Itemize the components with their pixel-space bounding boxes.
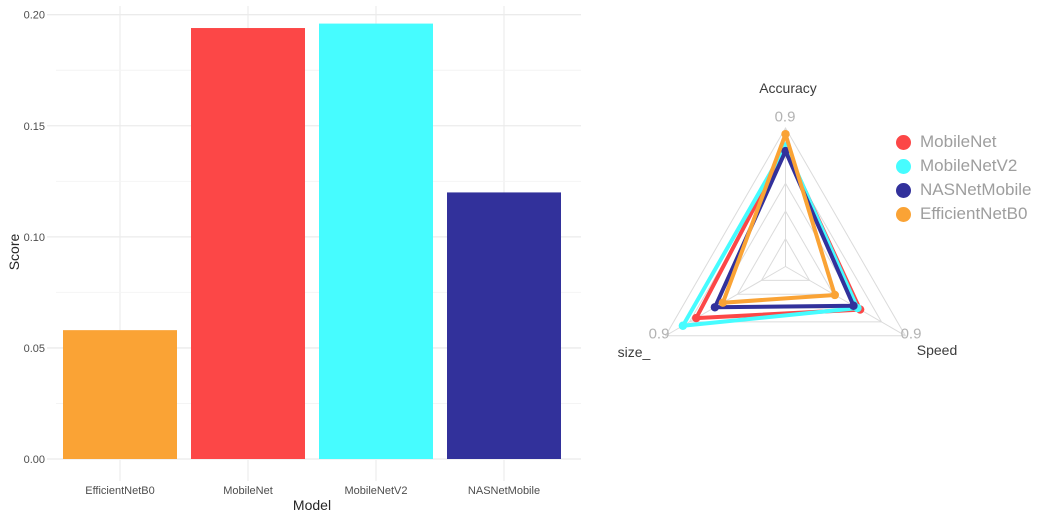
- legend-label: MobileNetV2: [920, 156, 1018, 175]
- bar-nasnetmobile[interactable]: [447, 192, 561, 460]
- bar-x-category-label: MobileNetV2: [345, 485, 408, 497]
- radar-chart-figure: [664, 126, 907, 337]
- radar-point-mobilenetv2-size_[interactable]: [678, 321, 688, 330]
- radar-point-nasnetmobile-speed[interactable]: [849, 301, 858, 310]
- bar-y-tick-label: 0.00: [24, 454, 45, 466]
- legend-label: EfficientNetB0: [920, 204, 1028, 223]
- bar-mobilenetv2[interactable]: [319, 23, 433, 460]
- radar-grid-ring: [664, 126, 907, 337]
- radar-legend: MobileNet MobileNetV2 NASNetMobile Effic…: [896, 130, 1032, 226]
- bar-mobilenet[interactable]: [191, 28, 305, 460]
- radar-point-efficientnetb0-accuracy[interactable]: [781, 129, 790, 139]
- legend-swatch-mobilenetv2: [896, 158, 911, 174]
- radar-series-mobilenetv2[interactable]: [680, 144, 860, 328]
- bar-y-tick-label: 0.20: [24, 10, 45, 22]
- radar-point-nasnetmobile-accuracy[interactable]: [781, 146, 790, 156]
- legend-item-nasnetmobile[interactable]: NASNetMobile: [896, 178, 1032, 202]
- legend-swatch-nasnetmobile: [896, 182, 911, 198]
- legend-label: NASNetMobile: [920, 180, 1032, 199]
- legend-item-mobilenetv2[interactable]: MobileNetV2: [896, 154, 1032, 178]
- radar-axis-line: [785, 266, 906, 337]
- radar-point-nasnetmobile-size_[interactable]: [710, 303, 720, 312]
- legend-label: MobileNet: [920, 132, 997, 151]
- bar-efficientnetb0[interactable]: [63, 330, 177, 459]
- bar-chart-figure: 0.00 0.05 0.10 0.15 0.20 EfficientNetB0 Mobile…: [24, 6, 581, 497]
- legend-swatch-mobilenet: [896, 134, 911, 150]
- legend-item-efficientnetb0[interactable]: EfficientNetB0: [896, 202, 1032, 226]
- legend-item-mobilenet[interactable]: MobileNet: [896, 130, 1032, 154]
- bar-x-category-label: EfficientNetB0: [85, 485, 155, 497]
- radar-point-efficientnetb0-size_[interactable]: [718, 298, 728, 307]
- bar-y-tick-label: 0.05: [24, 343, 45, 355]
- bar-y-tick-label: 0.10: [24, 232, 45, 244]
- bar-x-category-label: MobileNet: [223, 485, 273, 497]
- radar-grid-ring: [736, 210, 835, 295]
- radar-series-efficientnetb0[interactable]: [720, 132, 837, 305]
- legend-swatch-efficientnetb0: [896, 206, 911, 222]
- radar-point-mobilenet-size_[interactable]: [692, 313, 701, 323]
- radar-point-efficientnetb0-speed[interactable]: [830, 290, 840, 300]
- bar-x-category-label: NASNetMobile: [468, 485, 540, 497]
- radar-grid-ring: [760, 237, 811, 281]
- bar-y-tick-label: 0.15: [24, 121, 45, 133]
